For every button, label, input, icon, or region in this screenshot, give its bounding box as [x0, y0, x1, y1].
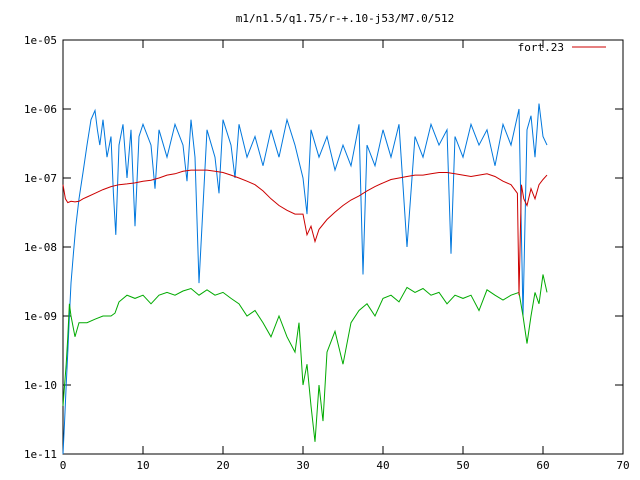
chart-title: m1/n1.5/q1.75/r-+.10-j53/M7.0/512: [236, 12, 455, 25]
y-tick-label: 1e-06: [24, 103, 57, 116]
x-tick-label: 60: [536, 459, 549, 472]
x-axis: 0 10 20 30 40 50 60 70: [60, 40, 630, 472]
legend-label-fort-23: fort.23: [518, 41, 564, 54]
y-axis: 1e-11 1e-10 1e-09 1e-08 1e-07 1e-06 1e-05: [24, 34, 623, 461]
series-line-1: [62, 103, 548, 455]
x-tick-label: 0: [60, 459, 67, 472]
x-tick-label: 30: [296, 459, 309, 472]
legend: fort.23: [518, 41, 606, 54]
y-tick-label: 1e-09: [24, 310, 57, 323]
y-tick-label: 1e-07: [24, 172, 57, 185]
y-tick-label: 1e-08: [24, 241, 57, 254]
plot-frame: [62, 39, 624, 455]
y-tick-label: 1e-10: [24, 379, 57, 392]
x-tick-label: 70: [616, 459, 629, 472]
y-tick-label: 1e-11: [24, 448, 57, 461]
x-tick-label: 10: [136, 459, 149, 472]
y-tick-label: 1e-05: [24, 34, 57, 47]
x-tick-label: 20: [216, 459, 229, 472]
series-layer: [62, 103, 548, 455]
series-line-2: [62, 274, 548, 442]
x-tick-label: 40: [376, 459, 389, 472]
series-line-fort-23: [62, 169, 548, 296]
x-tick-label: 50: [456, 459, 469, 472]
